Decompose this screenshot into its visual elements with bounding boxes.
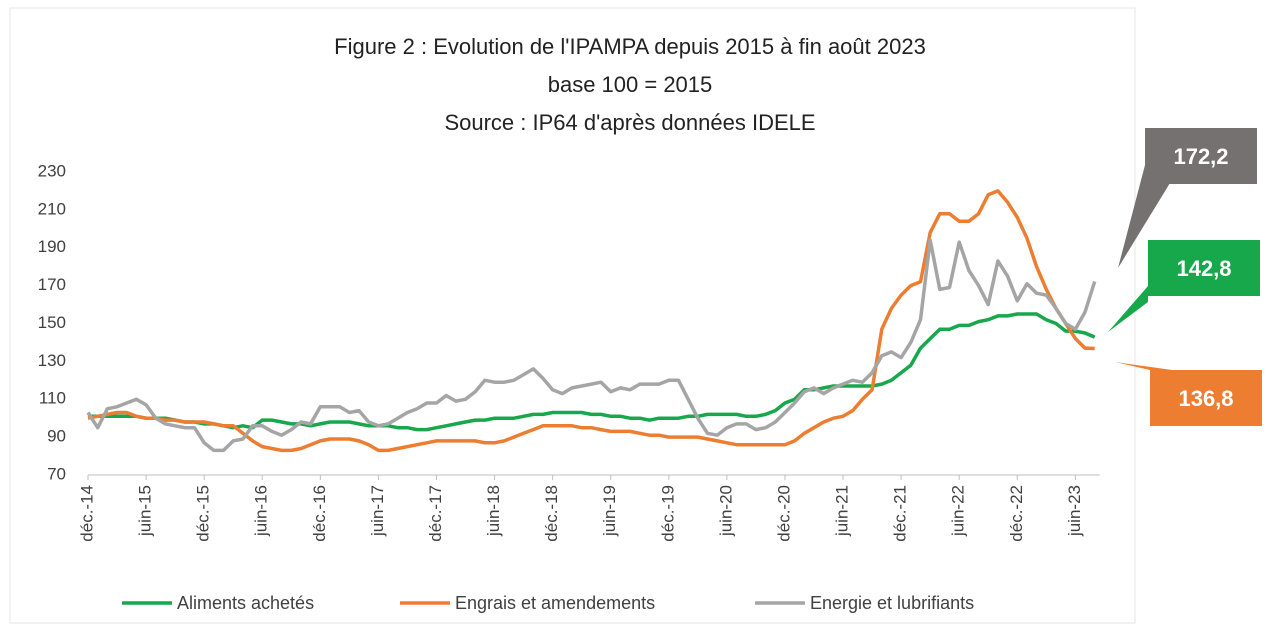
x-tick-label: juin-20	[716, 485, 735, 537]
x-tick-label: déc.-21	[891, 485, 910, 542]
y-tick-label: 190	[38, 237, 66, 256]
legend-label: Engrais et amendements	[455, 593, 655, 613]
x-tick-label: déc.-17	[426, 485, 445, 542]
callout-tail	[1115, 362, 1172, 370]
callout-box	[1145, 128, 1257, 184]
chart-subtitle: base 100 = 2015	[548, 72, 713, 97]
x-tick-label: déc.-19	[658, 485, 677, 542]
x-tick-label: déc.-18	[542, 485, 561, 542]
x-tick-label: juin-19	[600, 485, 619, 537]
x-tick-label: juin-16	[252, 485, 271, 537]
x-tick-label: juin-15	[136, 485, 155, 537]
x-tick-label: juin-21	[833, 485, 852, 537]
y-tick-label: 90	[47, 427, 66, 446]
legend-label: Energie et lubrifiants	[810, 593, 974, 613]
callout-box	[1150, 370, 1262, 426]
chart-title: Figure 2 : Evolution de l'IPAMPA depuis …	[334, 34, 926, 59]
chart-source: Source : IP64 d'après données IDELE	[444, 110, 815, 135]
x-tick-label: déc.-22	[1007, 485, 1026, 542]
y-tick-label: 70	[47, 464, 66, 483]
x-tick-label: juin-23	[1065, 485, 1084, 537]
callout-box	[1148, 240, 1260, 296]
series-line	[86, 238, 1097, 453]
y-tick-label: 110	[39, 389, 66, 408]
x-tick-label: juin-22	[949, 485, 968, 537]
y-tick-label: 170	[38, 275, 66, 294]
callout-label: 142,8	[1176, 256, 1231, 281]
x-tick-label: juin-17	[368, 485, 387, 537]
legend-label: Aliments achetés	[177, 593, 314, 613]
y-tick-label: 130	[38, 351, 66, 370]
x-tick-label: déc.-15	[194, 485, 213, 542]
y-tick-label: 230	[38, 161, 66, 180]
chart-frame	[9, 7, 1136, 624]
y-tick-label: 210	[38, 199, 66, 218]
series-line	[87, 189, 1095, 453]
x-tick-label: déc.-20	[774, 485, 793, 542]
x-tick-label: déc.-14	[77, 485, 96, 542]
x-tick-label: juin-18	[484, 485, 503, 537]
x-tick-label: déc.-16	[310, 485, 329, 542]
callout-label: 172,2	[1173, 144, 1228, 169]
callout-tail	[1118, 165, 1170, 268]
y-tick-label: 150	[38, 313, 66, 332]
callout-tail	[1108, 286, 1148, 332]
callout-label: 136,8	[1178, 386, 1233, 411]
